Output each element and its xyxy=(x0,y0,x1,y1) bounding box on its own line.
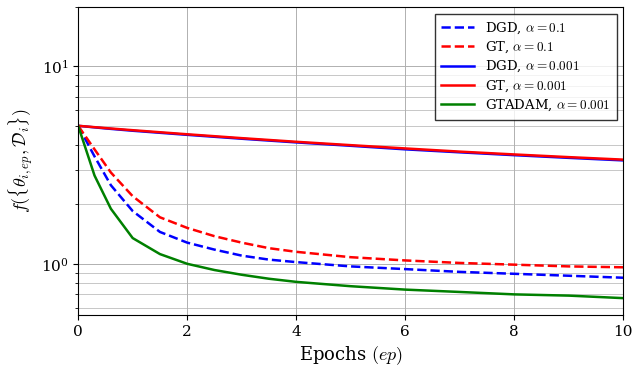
DGD, $\alpha = 0.001$ xyxy=(511,153,518,157)
GT, $\alpha = 0.1$ xyxy=(91,147,99,151)
GT, $\alpha = 0.001$ xyxy=(620,157,627,162)
DGD, $\alpha = 0.1$ xyxy=(238,253,246,258)
DGD, $\alpha = 0.1$ xyxy=(183,240,191,245)
GT, $\alpha = 0.1$ xyxy=(156,215,164,220)
GT, $\alpha = 0.001$ xyxy=(74,123,82,128)
GT, $\alpha = 0.1$ xyxy=(511,263,518,267)
GTADAM, $\alpha = 0.001$ xyxy=(292,280,300,284)
GTADAM, $\alpha = 0.001$ xyxy=(129,236,136,240)
DGD, $\alpha = 0.001$ xyxy=(183,133,191,137)
Line: DGD, $\alpha = 0.001$: DGD, $\alpha = 0.001$ xyxy=(78,126,623,160)
GT, $\alpha = 0.1$ xyxy=(238,240,246,245)
Line: DGD, $\alpha = 0.1$: DGD, $\alpha = 0.1$ xyxy=(78,126,623,278)
DGD, $\alpha = 0.1$ xyxy=(511,272,518,276)
Line: GT, $\alpha = 0.001$: GT, $\alpha = 0.001$ xyxy=(78,126,623,160)
GTADAM, $\alpha = 0.001$ xyxy=(565,293,573,298)
GT, $\alpha = 0.1$ xyxy=(456,261,463,265)
Legend: DGD, $\alpha = 0.1$, GT, $\alpha = 0.1$, DGD, $\alpha = 0.001$, GT, $\alpha = 0.: DGD, $\alpha = 0.1$, GT, $\alpha = 0.1$,… xyxy=(435,13,617,120)
DGD, $\alpha = 0.1$ xyxy=(156,230,164,234)
DGD, $\alpha = 0.001$ xyxy=(347,144,355,148)
GT, $\alpha = 0.1$ xyxy=(347,255,355,260)
GT, $\alpha = 0.001$ xyxy=(183,132,191,137)
GT, $\alpha = 0.001$ xyxy=(511,152,518,157)
GTADAM, $\alpha = 0.001$ xyxy=(238,273,246,277)
GT, $\alpha = 0.1$ xyxy=(620,265,627,270)
GTADAM, $\alpha = 0.001$ xyxy=(347,284,355,288)
Line: GTADAM, $\alpha = 0.001$: GTADAM, $\alpha = 0.001$ xyxy=(78,126,623,298)
DGD, $\alpha = 0.001$ xyxy=(102,126,109,131)
DGD, $\alpha = 0.1$ xyxy=(401,267,409,272)
GT, $\alpha = 0.001$ xyxy=(347,143,355,147)
DGD, $\alpha = 0.1$ xyxy=(91,154,99,159)
GTADAM, $\alpha = 0.001$ xyxy=(107,206,115,211)
DGD, $\alpha = 0.1$ xyxy=(292,260,300,264)
DGD, $\alpha = 0.001$ xyxy=(129,129,136,133)
GT, $\alpha = 0.001$ xyxy=(238,136,246,140)
DGD, $\alpha = 0.1$ xyxy=(456,270,463,274)
DGD, $\alpha = 0.1$ xyxy=(211,247,218,252)
GT, $\alpha = 0.001$ xyxy=(565,155,573,159)
DGD, $\alpha = 0.001$ xyxy=(565,156,573,160)
DGD, $\alpha = 0.1$ xyxy=(265,257,273,262)
Y-axis label: $f(\{\theta_{i,ep}, \mathcal{D}_i\})$: $f(\{\theta_{i,ep}, \mathcal{D}_i\})$ xyxy=(7,109,35,213)
Line: GT, $\alpha = 0.1$: GT, $\alpha = 0.1$ xyxy=(78,126,623,267)
DGD, $\alpha = 0.1$ xyxy=(107,183,115,187)
GT, $\alpha = 0.1$ xyxy=(401,258,409,263)
GT, $\alpha = 0.1$ xyxy=(265,246,273,251)
GTADAM, $\alpha = 0.001$ xyxy=(156,252,164,256)
DGD, $\alpha = 0.1$ xyxy=(129,209,136,213)
X-axis label: Epochs $(ep)$: Epochs $(ep)$ xyxy=(299,344,403,367)
GT, $\alpha = 0.1$ xyxy=(129,194,136,199)
GTADAM, $\alpha = 0.001$ xyxy=(211,268,218,272)
DGD, $\alpha = 0.001$ xyxy=(74,123,82,128)
DGD, $\alpha = 0.001$ xyxy=(238,137,246,141)
GT, $\alpha = 0.1$ xyxy=(565,264,573,269)
GT, $\alpha = 0.1$ xyxy=(292,249,300,254)
GTADAM, $\alpha = 0.001$ xyxy=(265,276,273,281)
DGD, $\alpha = 0.1$ xyxy=(74,123,82,128)
GTADAM, $\alpha = 0.001$ xyxy=(456,290,463,294)
GT, $\alpha = 0.1$ xyxy=(107,170,115,175)
GTADAM, $\alpha = 0.001$ xyxy=(74,123,82,128)
DGD, $\alpha = 0.1$ xyxy=(620,276,627,280)
GTADAM, $\alpha = 0.001$ xyxy=(511,292,518,297)
GT, $\alpha = 0.1$ xyxy=(211,234,218,239)
DGD, $\alpha = 0.001$ xyxy=(620,158,627,163)
DGD, $\alpha = 0.1$ xyxy=(565,273,573,278)
GT, $\alpha = 0.001$ xyxy=(401,146,409,151)
GT, $\alpha = 0.001$ xyxy=(456,149,463,154)
DGD, $\alpha = 0.001$ xyxy=(456,150,463,154)
GTADAM, $\alpha = 0.001$ xyxy=(91,173,99,178)
GT, $\alpha = 0.001$ xyxy=(129,128,136,132)
DGD, $\alpha = 0.1$ xyxy=(347,264,355,269)
GTADAM, $\alpha = 0.001$ xyxy=(620,296,627,300)
GTADAM, $\alpha = 0.001$ xyxy=(401,287,409,292)
GT, $\alpha = 0.1$ xyxy=(183,226,191,230)
GT, $\alpha = 0.1$ xyxy=(74,123,82,128)
DGD, $\alpha = 0.001$ xyxy=(401,147,409,151)
DGD, $\alpha = 0.001$ xyxy=(292,140,300,145)
GTADAM, $\alpha = 0.001$ xyxy=(183,261,191,266)
GT, $\alpha = 0.001$ xyxy=(292,140,300,144)
GT, $\alpha = 0.001$ xyxy=(102,126,109,130)
